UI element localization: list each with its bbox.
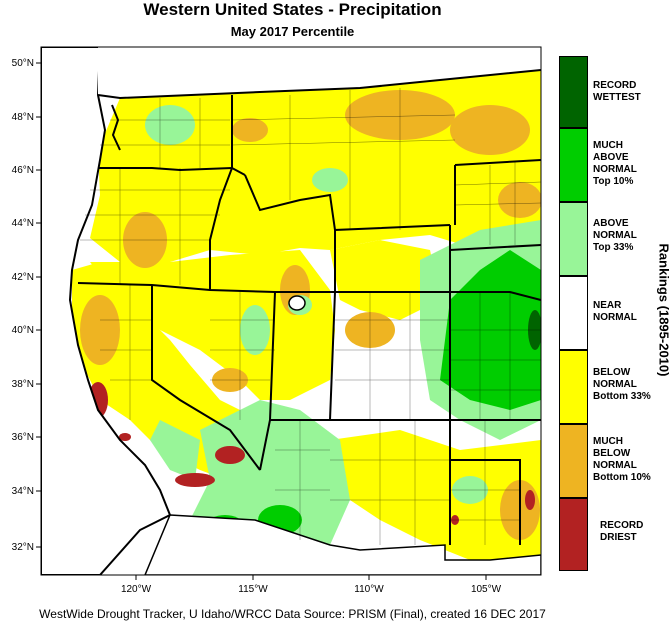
- region-below-normal-south: [330, 430, 541, 560]
- lat-label: 36°N: [12, 432, 34, 443]
- lat-label: 44°N: [12, 218, 34, 229]
- lat-label: 34°N: [12, 486, 34, 497]
- longitude-axis: 120°W 115°W 110°W 105°W: [121, 575, 502, 595]
- mexico-region: [144, 514, 541, 575]
- lat-label: 50°N: [12, 58, 34, 69]
- lat-label: 40°N: [12, 325, 34, 336]
- legend-swatch-record-driest: [559, 498, 588, 571]
- footer-credit: WestWide Drought Tracker, U Idaho/WRCC D…: [39, 607, 546, 621]
- county-boundaries: [80, 88, 541, 545]
- puget-sound: [111, 104, 121, 151]
- legend-swatch-above: [559, 202, 588, 276]
- lon-label: 105°W: [471, 584, 502, 595]
- lon-label: 120°W: [121, 584, 152, 595]
- legend-title: Rankings (1895-2010): [656, 243, 671, 377]
- lat-label: 42°N: [12, 272, 34, 283]
- canada-border: [97, 69, 541, 100]
- region-below-normal-colorado: [330, 240, 440, 320]
- great-salt-lake: [288, 295, 306, 311]
- map-subtitle: May 2017 Percentile: [230, 24, 355, 39]
- canada-region: [98, 47, 541, 98]
- lat-label: 46°N: [12, 165, 34, 176]
- legend-label-above: ABOVE NORMAL Top 33%: [593, 218, 637, 253]
- pacific-ocean: [41, 47, 172, 575]
- lat-label: 48°N: [12, 112, 34, 123]
- legend-swatch-below: [559, 350, 588, 424]
- map-title: Western United States - Precipitation: [143, 0, 442, 19]
- legend-label-much-above: MUCH ABOVE NORMAL Top 10%: [593, 140, 637, 187]
- lon-label: 110°W: [354, 584, 384, 595]
- legend-swatch-much-below: [559, 424, 588, 498]
- lon-label: 115°W: [238, 584, 268, 595]
- legend-label-near: NEAR NORMAL: [593, 300, 637, 323]
- legend-label-below: BELOW NORMAL Bottom 33%: [593, 367, 651, 402]
- legend-label-much-below: MUCH BELOW NORMAL Bottom 10%: [593, 436, 651, 483]
- lat-label: 32°N: [12, 542, 34, 553]
- legend-swatch-near: [559, 276, 588, 350]
- lat-label: 38°N: [12, 379, 34, 390]
- map-frame: [40, 46, 542, 576]
- latitude-axis: 50°N 48°N 46°N 44°N 42°N 40°N 38°N 36°N 34°N 32°N: [12, 58, 41, 553]
- legend-label-record-wettest: RECORD WETTEST: [593, 80, 641, 103]
- legend-label-record-driest: RECORD DRIEST: [600, 520, 644, 543]
- legend-swatch-record-wettest: [559, 56, 588, 128]
- legend-swatch-much-above: [559, 128, 588, 202]
